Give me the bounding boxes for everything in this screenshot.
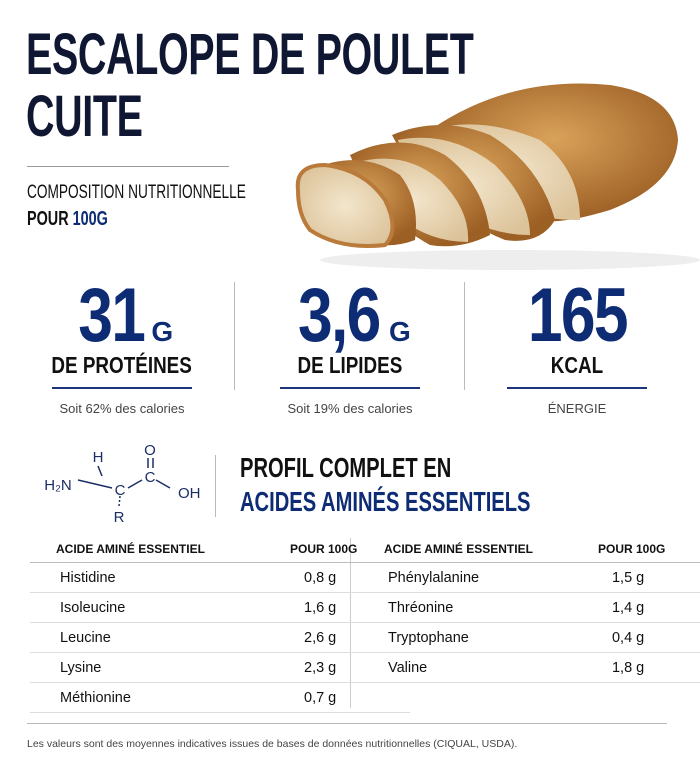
- stat-note: Soit 19% des calories: [287, 401, 413, 416]
- amount: 0,4 g: [553, 622, 700, 653]
- stat-value: 31: [78, 273, 146, 358]
- nutrient-table: ACIDE AMINÉ ESSENTIEL POUR 100G Phénylalan…: [358, 536, 700, 683]
- divider: [215, 455, 216, 517]
- stat-value-row: 3,6 G: [250, 272, 450, 358]
- stat-value-row: 165: [477, 272, 677, 358]
- amino-acid: Méthionine: [30, 682, 246, 713]
- table-row: Tryptophane 0,4 g: [358, 622, 700, 653]
- underline: [52, 387, 192, 389]
- amino-acid: Valine: [358, 652, 554, 683]
- amino-acid: Leucine: [30, 622, 246, 653]
- stat-unit: G: [388, 316, 411, 347]
- divider: [27, 723, 667, 724]
- column-header: ACIDE AMINÉ ESSENTIEL: [358, 536, 554, 563]
- amino-acid: Tryptophane: [358, 622, 554, 653]
- subtitle-text: COMPOSITION NUTRITIONNELLE: [27, 182, 246, 203]
- atom-c: C: [115, 482, 126, 499]
- chicken-illustration: [295, 83, 700, 270]
- slices: [295, 125, 555, 248]
- stat: 165 KCAL ÉNERGIE: [477, 272, 677, 416]
- divider: [234, 282, 235, 390]
- stat-label: KCAL: [550, 352, 604, 378]
- amount: 1,8 g: [553, 652, 700, 683]
- table-row: Histidine 0,8 g: [30, 562, 410, 593]
- stat-label-row: DE PROTÉINES: [22, 352, 222, 379]
- slice-cut: [295, 162, 395, 248]
- table-row: Thréonine 1,4 g: [358, 592, 700, 623]
- stat-label: DE LIPIDES: [297, 352, 403, 378]
- amino-acid: Thréonine: [358, 592, 554, 623]
- underline: [280, 387, 420, 389]
- amount: 0,7 g: [246, 682, 410, 713]
- table-row: Leucine 2,6 g: [30, 622, 410, 653]
- column-header: POUR 100G: [553, 536, 700, 563]
- stat: 3,6 G DE LIPIDES Soit 19% des calories: [250, 272, 450, 416]
- amino-acid: Lysine: [30, 652, 246, 683]
- subtitle: COMPOSITION NUTRITIONNELLE: [27, 182, 331, 204]
- nutrient-table: ACIDE AMINÉ ESSENTIEL POUR 100G Histidine 0…: [30, 536, 410, 713]
- shadow: [320, 250, 700, 270]
- amount: 1,4 g: [553, 592, 700, 623]
- portion-prefix: POUR: [27, 208, 69, 230]
- stat-label: DE PROTÉINES: [51, 352, 193, 378]
- profile-line: PROFIL COMPLET EN: [240, 452, 452, 483]
- divider: [27, 166, 229, 167]
- stat-note: ÉNERGIE: [547, 401, 607, 416]
- table-row: Lysine 2,3 g: [30, 652, 410, 683]
- atom-r: R: [114, 509, 125, 526]
- portion: POUR 100G: [27, 208, 139, 231]
- stat-value-row: 31 G: [22, 272, 222, 358]
- atom-c: C: [145, 469, 156, 486]
- title: ESCALOPE DE POULET CUITE: [26, 22, 474, 149]
- amino-acid: Phénylalanine: [358, 562, 554, 593]
- profile-title: PROFIL COMPLET EN: [240, 452, 534, 484]
- header-row: ACIDE AMINÉ ESSENTIEL POUR 100G: [30, 536, 410, 563]
- portion-amount: 100G: [72, 208, 108, 230]
- bonds: [77, 458, 171, 507]
- stat-unit: G: [151, 316, 174, 347]
- table-row: Isoleucine 1,6 g: [30, 592, 410, 623]
- header-row: ACIDE AMINÉ ESSENTIEL POUR 100G: [358, 536, 700, 563]
- atom-oh: OH: [178, 485, 201, 502]
- amino-acid-structure: H H₂N C C O OH R: [44, 442, 201, 526]
- profile-line: ACIDES AMINÉS ESSENTIELS: [240, 486, 531, 517]
- stat: 31 G DE PROTÉINES Soit 62% des calories: [22, 272, 222, 416]
- amino-acid: Isoleucine: [30, 592, 246, 623]
- table-row: Valine 1,8 g: [358, 652, 700, 683]
- amount: 1,5 g: [553, 562, 700, 593]
- stat-label-row: DE LIPIDES: [250, 352, 450, 379]
- column-header: ACIDE AMINÉ ESSENTIEL: [30, 536, 246, 563]
- portion-line: POUR 100G: [27, 208, 108, 231]
- profile-title: ACIDES AMINÉS ESSENTIELS: [240, 486, 643, 518]
- table-row: Phénylalanine 1,5 g: [358, 562, 700, 593]
- stat-value: 3,6: [298, 273, 381, 358]
- atom-amine: H₂N: [44, 477, 72, 494]
- table-row: Méthionine 0,7 g: [30, 682, 410, 713]
- footnote: Les valeurs sont des moyennes indicative…: [27, 738, 518, 750]
- underline: [507, 387, 647, 389]
- divider: [464, 282, 465, 390]
- atom-h: H: [93, 449, 104, 466]
- stat-value: 165: [527, 273, 628, 358]
- stat-label-row: KCAL: [477, 352, 677, 379]
- amino-acid: Histidine: [30, 562, 246, 593]
- atom-o: O: [144, 442, 156, 459]
- stat-note: Soit 62% des calories: [59, 401, 185, 416]
